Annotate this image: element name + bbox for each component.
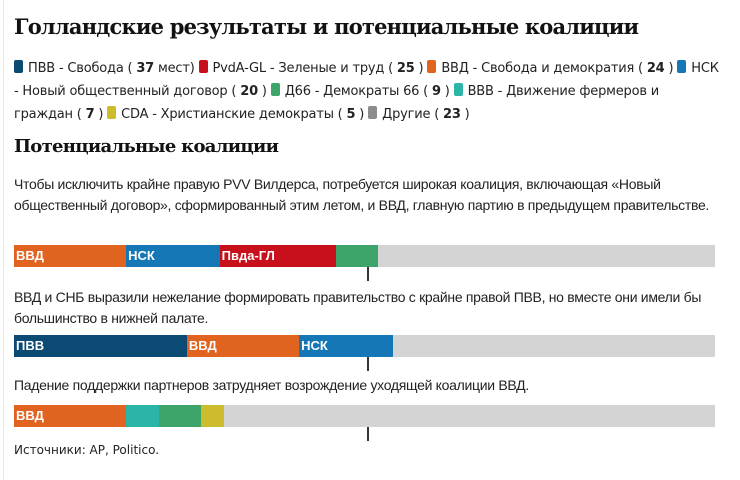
legend-seats: 23 [443, 107, 461, 122]
majority-marker [367, 267, 369, 281]
coalition-3-description: Падение поддержки партнеров затрудняет в… [14, 377, 529, 393]
legend-label: Д66 - Демократы 66 ( [284, 84, 432, 99]
legend-swatch-icon [107, 106, 117, 119]
legend-swatch-icon [677, 60, 687, 73]
legend-label: ВВВ - Движение фермеров и граждан ( [14, 84, 659, 122]
bar-segment: ВВД [14, 245, 127, 267]
legend-swatch-icon [427, 60, 437, 73]
majority-marker [367, 427, 369, 441]
legend-label: НСК - Новый общественный договор ( [14, 61, 719, 99]
bar-segment: ПВВ [14, 335, 187, 357]
legend-label: CDA - Христианские демократы ( [121, 107, 347, 122]
legend-item-d66: Д66 - Демократы 66 ( 9 ) [270, 83, 454, 99]
legend-item-cda: CDA - Христианские демократы ( 5 ) [107, 106, 368, 122]
coalition-3-bar: ВВД [14, 405, 715, 427]
left-border [3, 0, 4, 480]
bar-segment: ВВД [14, 405, 127, 427]
bar-segment: НСК [126, 245, 220, 267]
legend-swatch-icon [198, 60, 208, 73]
coalitions-subtitle: Потенциальные коалиции [14, 136, 279, 157]
legend-item-nsc: НСК - Новый общественный договор ( 20 ) [14, 60, 719, 99]
bar-segment [336, 245, 379, 267]
legend-item-pvda_gl: PvdA-GL - Зеленые и труд ( 25 ) [198, 60, 428, 76]
legend-seats: 20 [240, 84, 258, 99]
legend-seats: 5 [346, 107, 356, 122]
legend-swatch-icon [453, 83, 463, 96]
bar-segment [158, 405, 201, 427]
majority-marker [367, 357, 369, 371]
source-note: Источники: AP, Politico. [14, 443, 160, 457]
legend: ПВВ - Свобода ( 37 мест) PvdA-GL - Зелен… [14, 57, 720, 126]
legend-seats: 7 [85, 107, 95, 122]
legend-label: PvdA-GL - Зеленые и труд ( [212, 61, 397, 76]
legend-item-bbb: ВВВ - Движение фермеров и граждан ( 7 ) [14, 83, 659, 122]
legend-label: ПВВ - Свобода ( [28, 61, 137, 76]
legend-swatch-icon [14, 60, 23, 73]
chart-title: Голландские результаты и потенциальные к… [14, 14, 639, 39]
coalition-1-bar: ВВД НСК Пвда-ГЛ [14, 245, 715, 267]
legend-seats: 25 [396, 61, 415, 76]
coalition-2-description: ВВД и СНБ выразили нежелание формировать… [14, 289, 702, 326]
legend-seats: 24 [646, 61, 665, 76]
legend-seats: 9 [431, 84, 441, 99]
legend-swatch-icon [368, 106, 378, 119]
legend-label: ВВД - Свобода и демократия ( [441, 61, 647, 76]
legend-item-vvd: ВВД - Свобода и демократия ( 24 ) [427, 60, 677, 76]
bar-segment: ВВД [186, 335, 300, 357]
legend-item-other: Другие ( 23 ) [368, 106, 470, 122]
legend-seats: 37 [136, 61, 155, 76]
bar-segment: Пвда-ГЛ [219, 245, 337, 267]
legend-label: Другие ( [382, 107, 444, 122]
coalition-2-bar: ПВВ ВВД НСК [14, 335, 715, 357]
coalition-1-description: Чтобы исключить крайне правую PVV Вилдер… [14, 176, 710, 213]
bar-segment [126, 405, 159, 427]
bar-segment: НСК [299, 335, 393, 357]
legend-item-pvv: ПВВ - Свобода ( 37 мест) [14, 60, 199, 76]
bar-segment [200, 405, 225, 427]
legend-swatch-icon [270, 83, 280, 96]
